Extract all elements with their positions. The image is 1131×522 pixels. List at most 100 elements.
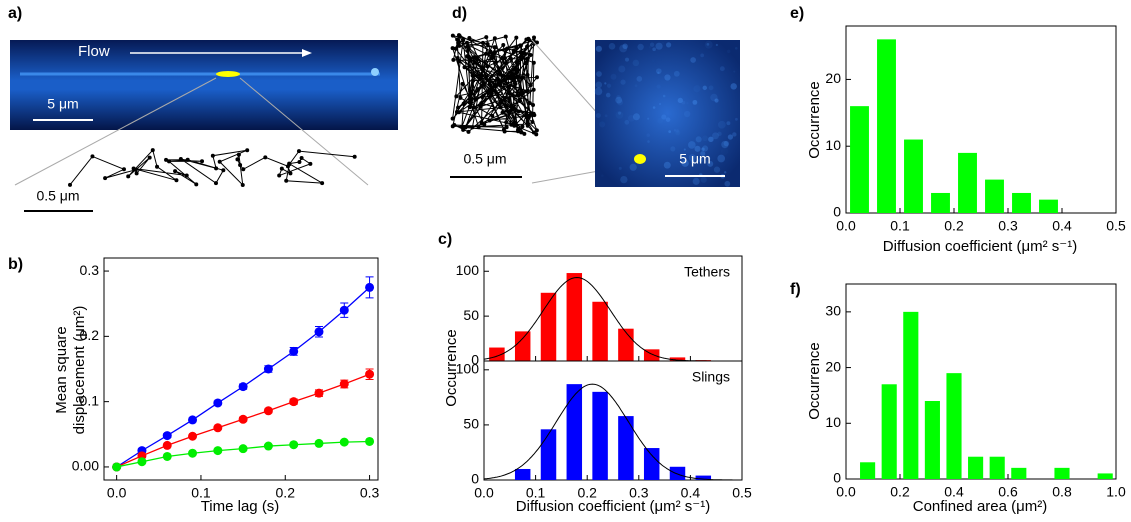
speck xyxy=(702,85,707,91)
plot-frame xyxy=(103,257,379,481)
panel-label: f) xyxy=(790,281,801,298)
trajectory-dot xyxy=(519,56,524,61)
panel-label: e) xyxy=(790,5,804,22)
bar xyxy=(592,391,608,480)
speck xyxy=(719,66,725,72)
speck xyxy=(698,157,703,163)
marker xyxy=(188,448,198,458)
marker xyxy=(162,440,172,450)
speck xyxy=(601,174,604,177)
trajectory-dot xyxy=(503,34,508,39)
trajectory-dot xyxy=(453,46,458,51)
speck xyxy=(629,163,637,171)
trajectory-dot xyxy=(526,115,531,120)
marker xyxy=(137,457,147,467)
speck xyxy=(664,74,671,81)
trajectory-dot xyxy=(238,162,243,167)
speck xyxy=(724,171,727,174)
x-tick-label: 0.2 xyxy=(944,218,964,234)
trajectory-dot xyxy=(121,167,126,172)
marker xyxy=(339,379,349,389)
trajectory-dot xyxy=(516,129,521,134)
bar xyxy=(931,192,950,213)
trajectory-dot xyxy=(174,178,179,183)
bar xyxy=(958,152,977,213)
speck xyxy=(594,87,603,96)
scale-label: 0.5 μm xyxy=(463,151,506,167)
bar xyxy=(1054,467,1070,479)
speck xyxy=(656,84,661,89)
bar xyxy=(514,468,531,480)
y-tick-label: 0 xyxy=(833,204,841,220)
speck xyxy=(625,57,630,62)
trajectory-dot xyxy=(173,169,178,174)
marker xyxy=(112,462,122,472)
y-tick-label: 30 xyxy=(825,303,841,319)
trajectory-dot xyxy=(451,57,456,62)
trajectory-dot xyxy=(210,153,215,158)
trajectory-dot xyxy=(263,155,268,160)
trajectory-dot xyxy=(467,35,472,40)
speck xyxy=(715,43,718,47)
trajectory-dot xyxy=(485,42,490,47)
panel-label: d) xyxy=(452,5,467,22)
trajectory-dot xyxy=(103,176,108,181)
speck xyxy=(665,117,671,122)
speck xyxy=(695,136,702,143)
y-tick-label: 10 xyxy=(825,414,841,430)
x-tick-label: 0.8 xyxy=(1052,484,1072,500)
trajectory-dot xyxy=(470,73,475,78)
speck xyxy=(692,99,698,105)
speck xyxy=(661,42,664,45)
trajectory-dot xyxy=(297,160,302,165)
trajectory-dot xyxy=(320,181,325,186)
trajectory-dot xyxy=(126,174,131,179)
trajectory-dot xyxy=(489,92,494,97)
speck xyxy=(595,113,601,119)
zoom-line xyxy=(239,77,369,186)
series-label: Slings xyxy=(692,369,730,385)
trajectory-dot xyxy=(167,159,172,164)
speck xyxy=(677,97,683,104)
trajectory-dot xyxy=(296,149,301,154)
trajectory-dot xyxy=(287,162,292,167)
x-tick-label: 0.1 xyxy=(890,218,910,234)
panel-label: b) xyxy=(8,256,23,273)
bar xyxy=(946,373,962,479)
speck xyxy=(649,46,651,48)
trajectory-dot xyxy=(504,104,509,109)
trajectory-dot xyxy=(471,78,476,83)
trajectory-dot xyxy=(221,168,226,173)
x-tick-label: 0.3 xyxy=(998,218,1018,234)
x-tick-label: 0.1 xyxy=(526,485,546,501)
trajectory-dot xyxy=(490,88,495,93)
speck xyxy=(670,146,676,152)
speck xyxy=(620,79,626,85)
y-tick-label: 0.00 xyxy=(72,458,99,474)
trajectory-dot xyxy=(525,56,530,61)
speck xyxy=(657,71,660,75)
trajectory-dot xyxy=(131,166,136,171)
speck xyxy=(721,147,729,155)
trajectory-dot xyxy=(498,100,503,105)
y-tick-label: 100 xyxy=(456,262,480,278)
trajectory-dot xyxy=(456,110,461,115)
fit-curve xyxy=(483,383,742,481)
trajectory-dot xyxy=(523,52,528,57)
x-tick-label: 0.0 xyxy=(474,485,494,501)
scale-label: 5 μm xyxy=(679,151,710,167)
speck xyxy=(708,136,714,143)
y-tick-label: 100 xyxy=(456,361,480,377)
speck xyxy=(637,43,644,51)
speck xyxy=(717,120,726,129)
trajectory-dot xyxy=(452,123,457,128)
speck xyxy=(636,76,643,82)
speck xyxy=(647,117,650,120)
x-tick-label: 0.3 xyxy=(629,485,649,501)
annotation: Flow xyxy=(78,43,110,60)
speck xyxy=(595,45,602,52)
trajectory-dot xyxy=(524,60,529,65)
trajectory-dot xyxy=(194,182,199,187)
speck xyxy=(655,68,662,74)
